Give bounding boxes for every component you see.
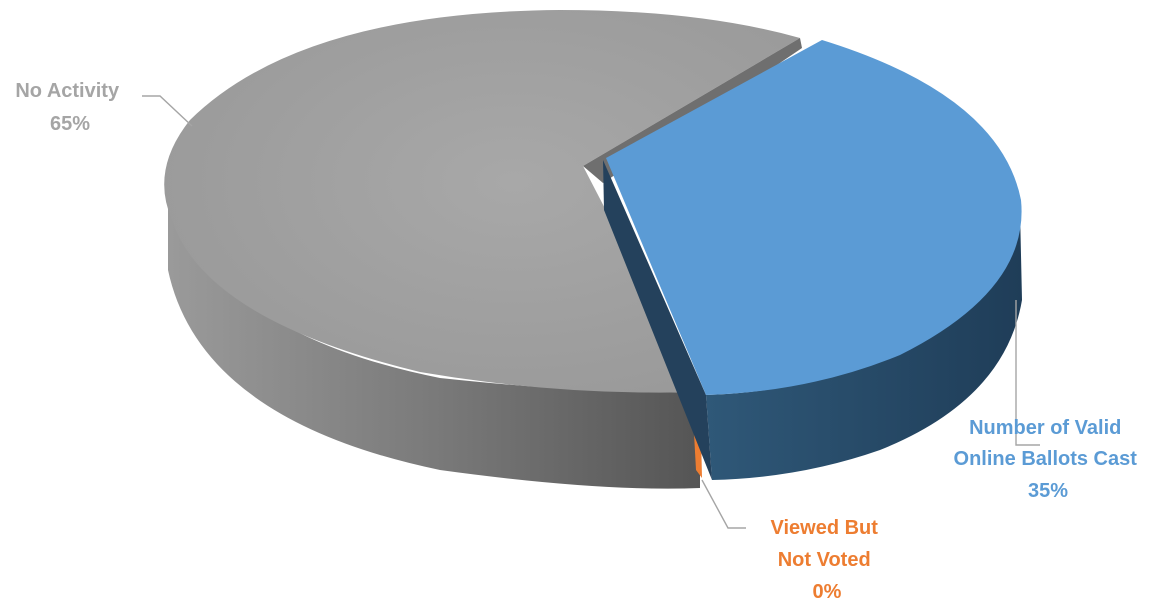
slice-no-activity-side <box>168 180 700 489</box>
leader-no-activity <box>142 95 193 127</box>
slice-valid-online-ballots-side <box>706 210 1022 480</box>
slice-valid-online-ballots <box>606 40 1022 395</box>
label-no-activity: No Activity 65% <box>15 80 124 135</box>
leader-valid-online-ballots <box>1015 300 1040 446</box>
label-valid-online-ballots: Number of Valid Online Ballots Cast 35% <box>954 417 1143 502</box>
label-viewed-but-not-voted: Viewed But Not Voted 0% <box>771 517 884 603</box>
leader-viewed-but-not-voted <box>701 479 746 529</box>
slice-valid-online-ballots-inner-wall <box>603 160 712 480</box>
